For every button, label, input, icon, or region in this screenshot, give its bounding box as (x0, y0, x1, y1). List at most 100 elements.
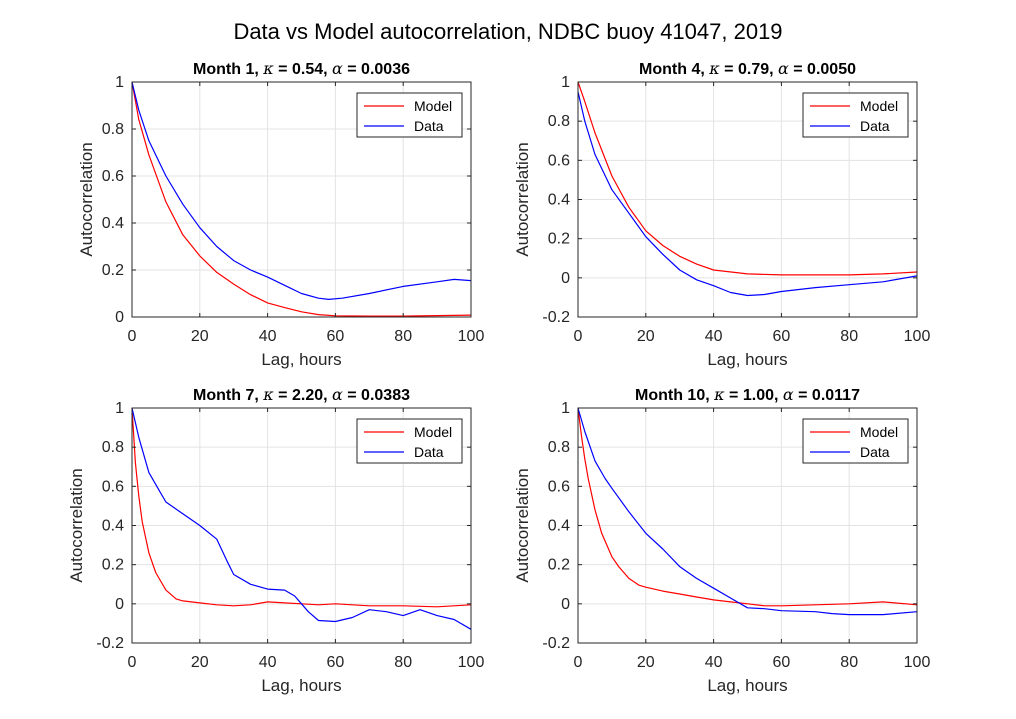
legend-label: Model (414, 424, 452, 440)
x-tick-label: 0 (574, 328, 583, 345)
panel-title: Month 10, κ = 1.00, α = 0.0117 (635, 385, 860, 404)
y-tick-label: 0.6 (548, 478, 570, 495)
x-tick-label: 0 (128, 328, 137, 345)
y-tick-label: 0.8 (548, 439, 570, 456)
x-tick-label: 40 (259, 328, 277, 345)
y-tick-label: 0.2 (548, 557, 570, 574)
title-symbol: κ (262, 385, 274, 404)
x-axis-label: Lag, hours (707, 350, 787, 369)
title-symbol: α (778, 59, 789, 78)
legend-box (802, 92, 909, 138)
title-symbol: κ (262, 59, 274, 78)
y-tick-label: -0.2 (542, 309, 570, 326)
x-tick-label: 0 (128, 654, 137, 671)
series-line-data (131, 407, 472, 630)
series-line-model (131, 407, 472, 608)
x-tick-label: 100 (904, 654, 931, 671)
x-axis-label: Lag, hours (261, 676, 341, 695)
y-axis-label: Autocorrelation (77, 142, 96, 256)
y-tick-label: 1 (115, 400, 124, 417)
y-tick-label: 0 (115, 309, 124, 326)
legend-box (356, 92, 463, 138)
legend-label: Data (414, 444, 444, 460)
title-text: Month 1, (193, 61, 263, 78)
y-tick-label: 0.4 (548, 192, 570, 209)
y-tick-label: 0.6 (548, 152, 570, 169)
title-text: Month 4, (639, 61, 709, 78)
y-tick-label: 0.4 (102, 518, 124, 535)
title-symbol: α (332, 385, 343, 404)
legend-label: Data (860, 444, 890, 460)
x-tick-label: 20 (637, 328, 655, 345)
panel-title: Month 7, κ = 2.20, α = 0.0383 (193, 385, 410, 404)
y-tick-label: 1 (115, 74, 124, 91)
title-text: = 0.0050 (789, 61, 856, 78)
legend-label: Data (414, 118, 444, 134)
y-tick-label: 0.2 (102, 557, 124, 574)
x-tick-label: 100 (458, 328, 485, 345)
x-tick-label: 60 (773, 654, 791, 671)
y-tick-label: 1 (561, 400, 570, 417)
series-line-model (131, 81, 472, 317)
y-axis-label: Autocorrelation (513, 142, 532, 256)
x-axis-label: Lag, hours (707, 676, 787, 695)
x-tick-label: 80 (394, 328, 412, 345)
legend-label: Data (860, 118, 890, 134)
title-text: Month 7, (193, 387, 263, 404)
x-tick-label: 20 (637, 654, 655, 671)
legend-label: Model (860, 424, 898, 440)
legend: Model Data (802, 92, 909, 138)
y-tick-label: 0.6 (102, 478, 124, 495)
legend-box (802, 418, 909, 464)
axes-box (131, 81, 472, 318)
y-tick-label: 0.4 (102, 215, 124, 232)
title-text: = 0.0383 (343, 387, 410, 404)
x-tick-label: 40 (705, 654, 723, 671)
x-tick-label: 60 (773, 328, 791, 345)
legend: Model Data (356, 418, 463, 464)
title-symbol: α (332, 59, 343, 78)
title-symbol: κ (708, 59, 720, 78)
x-axis-label: Lag, hours (261, 350, 341, 369)
series-line-data (577, 91, 918, 297)
x-tick-label: 100 (458, 654, 485, 671)
panel-title: Month 1, κ = 0.54, α = 0.0036 (193, 59, 410, 78)
title-text: = 0.0036 (343, 61, 410, 78)
y-axis-label: Autocorrelation (67, 468, 86, 582)
title-text: = 1.00, (725, 387, 783, 404)
x-tick-label: 80 (394, 654, 412, 671)
y-tick-label: 0 (561, 596, 570, 613)
title-text: Month 10, (635, 387, 714, 404)
y-tick-label: 0.2 (102, 262, 124, 279)
y-axis-label: Autocorrelation (513, 468, 532, 582)
y-tick-label: 0.6 (102, 168, 124, 185)
x-tick-label: 0 (574, 654, 583, 671)
x-tick-label: 60 (327, 654, 345, 671)
title-text: = 0.0117 (794, 387, 860, 404)
y-tick-label: 0 (561, 270, 570, 287)
title-text: = 0.54, (274, 61, 332, 78)
y-tick-label: 0.8 (102, 121, 124, 138)
y-tick-label: 0.8 (102, 439, 124, 456)
series-line-data (131, 81, 472, 300)
x-tick-label: 100 (904, 328, 931, 345)
series-line-model (577, 81, 918, 276)
x-tick-label: 40 (705, 328, 723, 345)
series-line-model (577, 407, 918, 607)
panel-title: Month 4, κ = 0.79, α = 0.0050 (639, 59, 856, 78)
title-symbol: α (783, 385, 794, 404)
legend: Model Data (802, 418, 909, 464)
legend-label: Model (414, 98, 452, 114)
legend-label: Model (860, 98, 898, 114)
chart-panel-1: 0 20 40 60 80 100 0 0.2 0.4 0.6 0.8 1 Month 1, κ = 0… (77, 59, 484, 369)
x-tick-label: 80 (840, 328, 858, 345)
x-tick-label: 60 (327, 328, 345, 345)
x-tick-label: 80 (840, 654, 858, 671)
y-tick-label: 0.8 (548, 113, 570, 130)
y-tick-label: 0.4 (548, 518, 570, 535)
title-symbol: κ (713, 385, 725, 404)
series-line-data (577, 407, 918, 616)
y-tick-label: 0 (115, 596, 124, 613)
